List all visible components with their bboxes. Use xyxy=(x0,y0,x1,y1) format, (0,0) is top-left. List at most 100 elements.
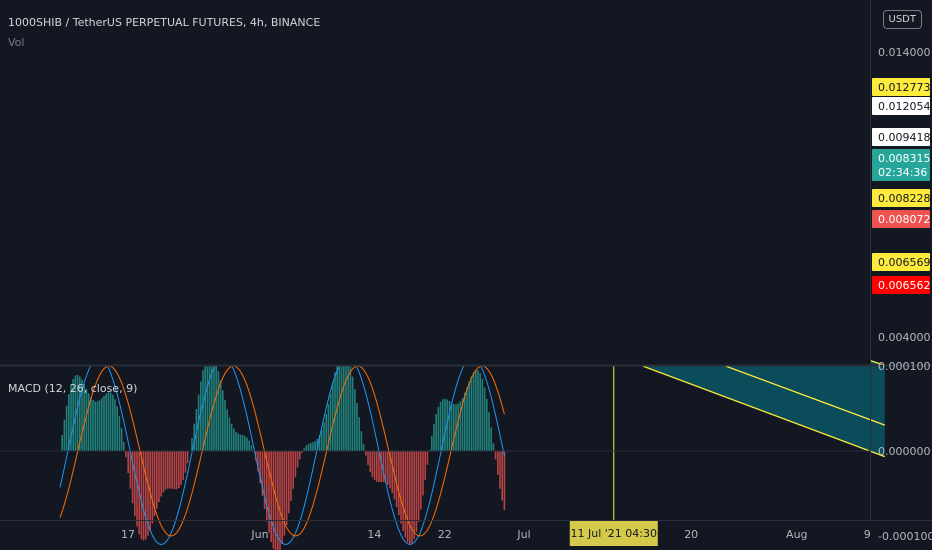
macd-histogram-bar-19 xyxy=(101,398,103,451)
macd-histogram-bar-198 xyxy=(494,451,497,460)
macd-histogram-bar-87 xyxy=(250,445,253,451)
macd-histogram-bar-119 xyxy=(321,429,323,451)
macd-histogram-bar-193 xyxy=(483,387,486,451)
price-label-bg-2 xyxy=(872,128,930,146)
macd-histogram-bar-159 xyxy=(409,451,411,545)
macd-histogram-bar-200 xyxy=(499,451,501,489)
macd-histogram-bar-108 xyxy=(296,451,299,468)
macd-histogram-bar-111 xyxy=(303,448,305,451)
macd-histogram-bar-94 xyxy=(266,451,268,522)
macd-histogram-bar-93 xyxy=(263,451,266,509)
macd-histogram-bar-129 xyxy=(343,350,345,451)
macd-histogram-bar-22 xyxy=(107,392,110,451)
macd-tick-label-0: 0.000100 xyxy=(878,360,931,373)
macd-histogram-bar-110 xyxy=(301,451,303,453)
macd-histogram-bar-13 xyxy=(87,393,90,451)
macd-histogram-bar-73 xyxy=(219,380,222,451)
price-label-1: 0.012054 xyxy=(878,100,931,113)
macd-histogram-bar-150 xyxy=(389,451,391,489)
macd-histogram-bar-92 xyxy=(261,451,264,496)
macd-histogram-bar-194 xyxy=(486,398,488,451)
macd-histogram-bar-34 xyxy=(134,451,136,517)
macd-histogram-bar-173 xyxy=(439,401,442,451)
macd-histogram-bar-101 xyxy=(281,451,283,545)
time-tick-label-2: 14 xyxy=(367,528,381,541)
macd-histogram-bar-24 xyxy=(112,394,114,451)
macd-histogram-bar-74 xyxy=(222,390,224,451)
currency-button[interactable]: USDT xyxy=(882,10,922,29)
macd-histogram-bar-149 xyxy=(387,451,389,485)
macd-histogram-bar-167 xyxy=(426,451,429,465)
macd-histogram-bar-61 xyxy=(193,423,195,451)
macd-histogram-bar-80 xyxy=(235,431,237,451)
price-label-0: 0.012773 xyxy=(878,81,931,94)
volume-label: Vol xyxy=(8,36,25,49)
macd-histogram-bar-40 xyxy=(147,451,149,536)
macd-histogram-bar-187 xyxy=(470,376,473,451)
time-tick-label-7: 9 xyxy=(864,528,871,541)
macd-histogram-bar-164 xyxy=(420,451,422,510)
macd-histogram-bar-46 xyxy=(160,451,162,497)
macd-histogram-bar-182 xyxy=(459,401,462,451)
macd-histogram-bar-199 xyxy=(497,451,499,475)
time-tick-label-4: Jul xyxy=(516,528,530,541)
macd-histogram-bar-23 xyxy=(109,392,112,451)
macd-histogram-bar-75 xyxy=(224,400,226,451)
macd-histogram-bar-77 xyxy=(228,417,231,451)
price-label-bg-0 xyxy=(872,78,930,96)
macd-histogram-bar-124 xyxy=(332,382,334,451)
time-tick-label-1: Jun xyxy=(250,528,268,541)
macd-histogram-bar-168 xyxy=(428,449,431,451)
crosshair-time-label: 11 Jul '21 04:30 xyxy=(571,527,657,540)
macd-histogram-bar-18 xyxy=(98,400,101,451)
macd-histogram-bar-49 xyxy=(167,451,169,489)
signal-line xyxy=(59,365,505,537)
price-label-bg-7 xyxy=(872,276,930,294)
macd-histogram-bar-20 xyxy=(103,395,105,451)
macd-histogram-bar-123 xyxy=(329,393,332,451)
macd-histogram-bar-95 xyxy=(268,451,270,533)
macd-histogram-bar-56 xyxy=(182,451,184,480)
macd-histogram-bar-7 xyxy=(74,375,77,451)
macd-histogram-bar-17 xyxy=(96,401,99,451)
macd-tick-label-2: -0.000100 xyxy=(878,530,932,543)
macd-histogram-bar-57 xyxy=(184,451,187,473)
macd-histogram-bar-117 xyxy=(316,438,319,451)
macd-histogram-bar-181 xyxy=(457,403,459,451)
macd-histogram-bar-4 xyxy=(68,394,70,451)
macd-histogram-bar-8 xyxy=(76,374,79,451)
chart-title: 1000SHIB / TetherUS PERPETUAL FUTURES, 4… xyxy=(8,16,321,29)
macd-histogram-bar-120 xyxy=(323,422,325,451)
macd-histogram-bar-160 xyxy=(411,451,413,544)
macd-histogram-bar-112 xyxy=(305,445,308,451)
macd-histogram-bar-132 xyxy=(349,365,352,451)
price-label-5: 0.008072 xyxy=(878,213,931,226)
macd-histogram-bar-43 xyxy=(153,451,156,516)
macd-histogram-bar-135 xyxy=(356,402,358,451)
macd-histogram-bar-58 xyxy=(186,451,189,464)
macd-histogram-bar-165 xyxy=(422,451,424,496)
macd-histogram-bar-85 xyxy=(246,437,248,451)
macd-histogram-bar-186 xyxy=(468,381,470,451)
macd-histogram-bar-69 xyxy=(211,353,213,451)
macd-histogram-bar-60 xyxy=(191,438,193,451)
macd-histogram-bar-76 xyxy=(226,409,228,451)
macd-histogram-bar-15 xyxy=(92,399,94,451)
macd-histogram-bar-3 xyxy=(65,405,68,451)
macd-histogram-bar-30 xyxy=(125,451,127,458)
macd-histogram-bar-189 xyxy=(475,370,477,451)
macd-histogram-bar-42 xyxy=(151,451,154,524)
macd-histogram-bar-5 xyxy=(70,385,72,451)
macd-histogram-bar-191 xyxy=(479,373,481,451)
price-label-bg-3 xyxy=(872,149,930,181)
price-label-4: 0.008228 xyxy=(878,192,931,205)
macd-histogram-bar-195 xyxy=(488,412,490,451)
macd-histogram-bar-41 xyxy=(149,451,151,531)
price-label-bg-4 xyxy=(872,189,930,207)
macd-histogram-bar-154 xyxy=(398,451,400,516)
macd-histogram-bar-68 xyxy=(208,352,211,451)
macd-histogram-bar-146 xyxy=(380,451,382,483)
macd-histogram-bar-84 xyxy=(244,435,246,451)
macd-histogram-bar-66 xyxy=(204,361,206,451)
